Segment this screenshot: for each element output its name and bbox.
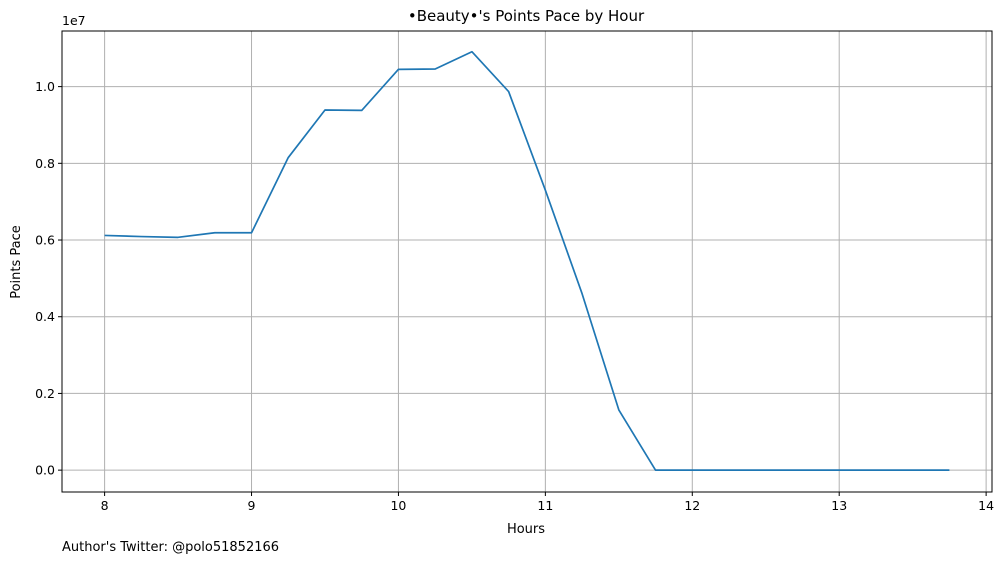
y-offset-label: 1e7 [62,13,86,28]
y-tick-label: 1.0 [35,79,55,94]
y-axis-label: Points Pace [9,225,24,299]
ticks: 8 9 10 11 12 13 14 0.0 0.2 0.4 0.6 0.8 1.0 [35,79,994,513]
y-tick-label: 0.0 [35,463,55,478]
x-axis-label: Hours [507,522,545,537]
x-tick-label: 14 [978,498,994,513]
grid [62,31,992,492]
series-line [104,50,950,471]
series [104,50,950,471]
x-tick-label: 12 [684,498,700,513]
y-tick-label: 0.2 [35,386,55,401]
y-tick-label: 0.6 [35,233,55,248]
x-tick-label: 11 [537,498,553,513]
y-tick-label: 0.4 [35,309,55,324]
chart-title: •Beauty•'s Points Pace by Hour [408,7,645,25]
x-tick-label: 10 [390,498,406,513]
x-tick-label: 8 [101,498,109,513]
plot-frame [61,30,993,493]
x-tick-label: 13 [831,498,847,513]
x-tick-label: 9 [248,498,256,513]
y-tick-label: 0.8 [35,156,55,171]
author-footnote: Author's Twitter: @polo51852166 [62,540,279,555]
